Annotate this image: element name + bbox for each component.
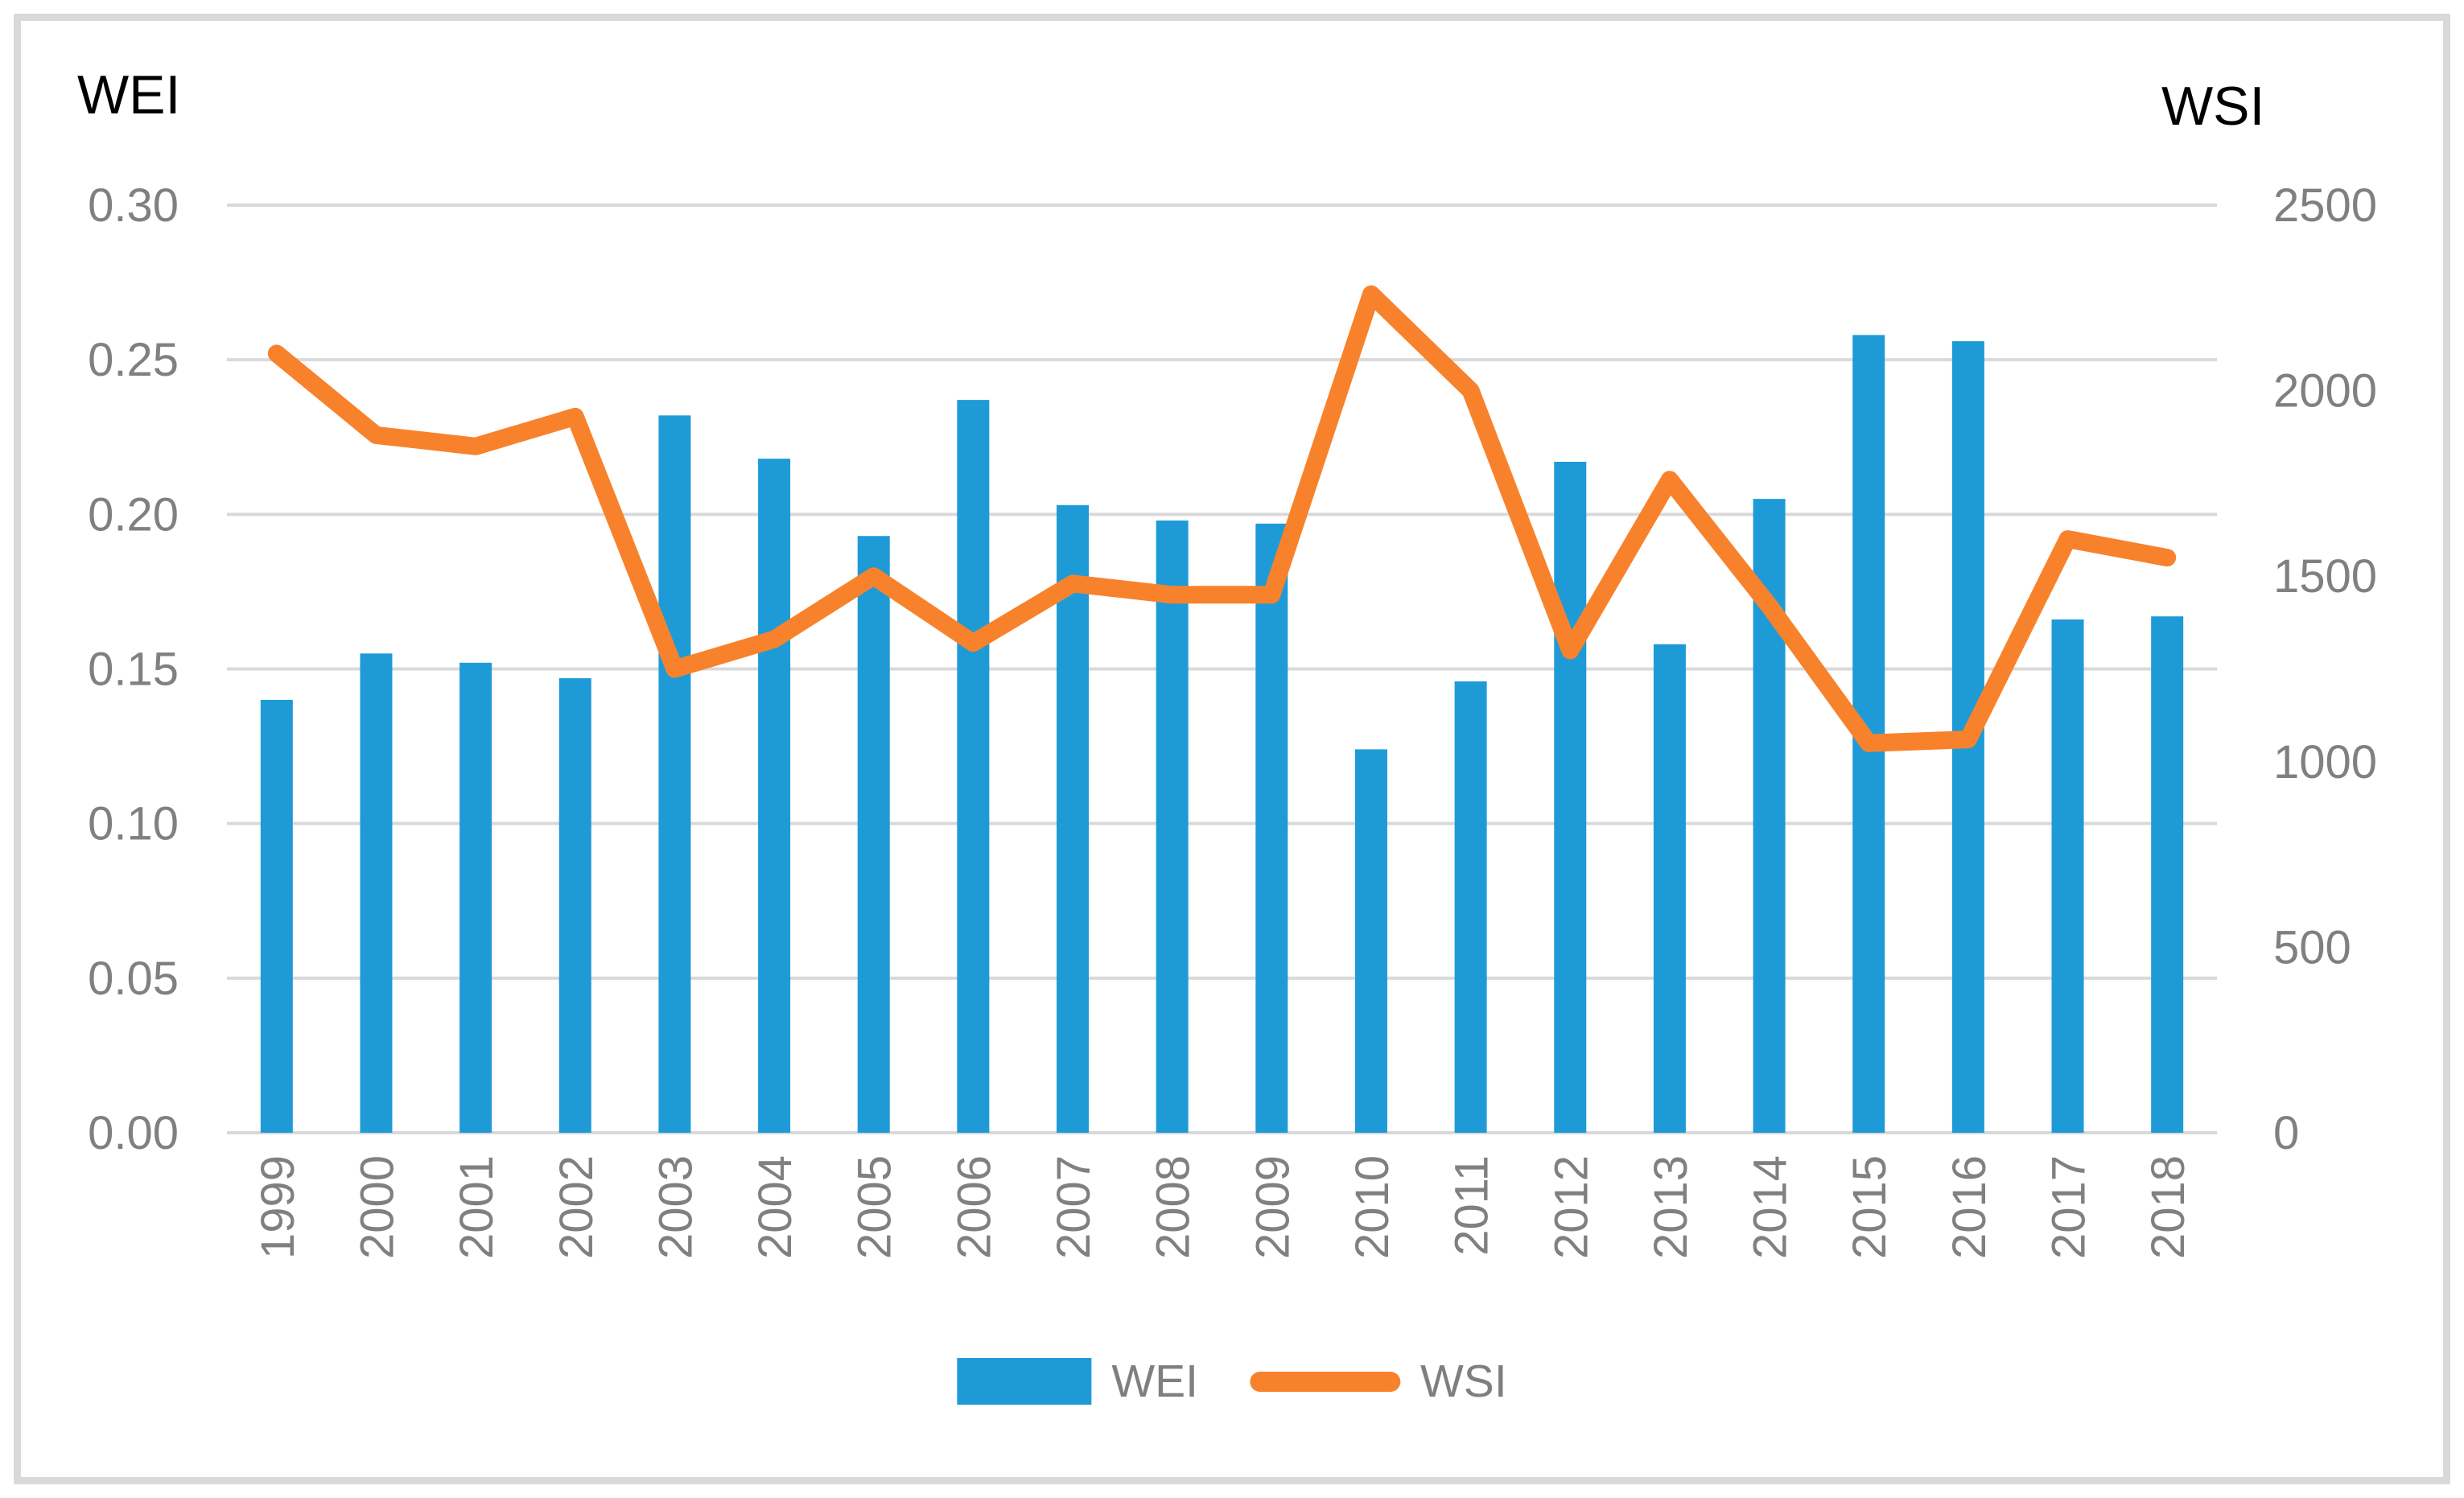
x-axis-label-2004: 2004 [749, 1155, 801, 1259]
bar-2008 [1156, 521, 1189, 1133]
x-axis-label-2007: 2007 [1048, 1155, 1100, 1259]
right-axis-tick-1000: 1000 [2273, 736, 2377, 788]
left-axis-tick-0.30: 0.30 [88, 179, 179, 232]
right-axis-tick-2000: 2000 [2273, 365, 2377, 418]
wsi-line [267, 285, 2177, 752]
bar-2012 [1554, 461, 1587, 1133]
x-axis-label-2017: 2017 [2043, 1155, 2095, 1259]
left-axis-tick-0.10: 0.10 [88, 798, 179, 850]
bar-2005 [857, 536, 890, 1133]
bar-2017 [2051, 619, 2084, 1133]
bar-2010 [1354, 749, 1387, 1133]
legend-wsi-swatch [1250, 1371, 1400, 1392]
x-axis-label-2011: 2011 [1446, 1155, 1498, 1256]
legend-wei-label: WEI [1111, 1355, 1198, 1407]
x-axis-label-2018: 2018 [2142, 1155, 2194, 1259]
x-axis-label-2015: 2015 [1844, 1155, 1896, 1259]
bar-2018 [2151, 616, 2184, 1133]
right-axis-tick-2500: 2500 [2273, 179, 2377, 232]
left-axis-title: WEI [77, 64, 181, 126]
left-axis-tick-0.25: 0.25 [88, 334, 179, 386]
x-axis-label-2006: 2006 [948, 1155, 1000, 1259]
bar-2001 [459, 662, 492, 1133]
x-axis-label-2016: 2016 [1943, 1155, 1996, 1259]
bar-2004 [758, 459, 791, 1133]
right-axis-tick-1500: 1500 [2273, 550, 2377, 603]
bar-2007 [1057, 504, 1090, 1133]
x-axis-label-2010: 2010 [1346, 1155, 1399, 1259]
x-axis-label-2012: 2012 [1545, 1155, 1597, 1259]
bar-2000 [360, 653, 393, 1133]
x-axis-label-2000: 2000 [351, 1155, 403, 1259]
bar-1999 [260, 699, 293, 1133]
x-axis-label-2014: 2014 [1745, 1155, 1797, 1259]
bar-2006 [957, 400, 990, 1133]
right-axis-tick-500: 500 [2273, 921, 2351, 973]
left-axis-tick-0.00: 0.00 [88, 1107, 179, 1159]
legend: WEI WSI [957, 1355, 1507, 1407]
x-axis-label-2009: 2009 [1246, 1155, 1299, 1259]
left-axis-tick-0.15: 0.15 [88, 644, 179, 696]
right-axis-title: WSI [2161, 76, 2265, 137]
legend-wei-swatch [957, 1358, 1092, 1405]
x-axis-label-1999: 1999 [252, 1155, 304, 1259]
x-axis-label-2002: 2002 [550, 1155, 603, 1259]
bar-2009 [1255, 523, 1288, 1133]
bar-2013 [1653, 644, 1686, 1133]
x-axis-label-2013: 2013 [1645, 1155, 1697, 1259]
bar-2011 [1454, 681, 1487, 1133]
x-axis-label-2003: 2003 [649, 1155, 702, 1259]
x-axis-label-2008: 2008 [1148, 1155, 1200, 1259]
x-axis-label-2001: 2001 [451, 1155, 503, 1259]
x-axis-label-2005: 2005 [849, 1155, 901, 1259]
legend-wsi-label: WSI [1420, 1355, 1507, 1407]
left-axis-tick-0.05: 0.05 [88, 953, 179, 1005]
right-axis-tick-0: 0 [2273, 1107, 2299, 1159]
bar-2002 [558, 678, 591, 1133]
left-axis-tick-0.20: 0.20 [88, 488, 179, 541]
bar-2003 [658, 415, 691, 1133]
